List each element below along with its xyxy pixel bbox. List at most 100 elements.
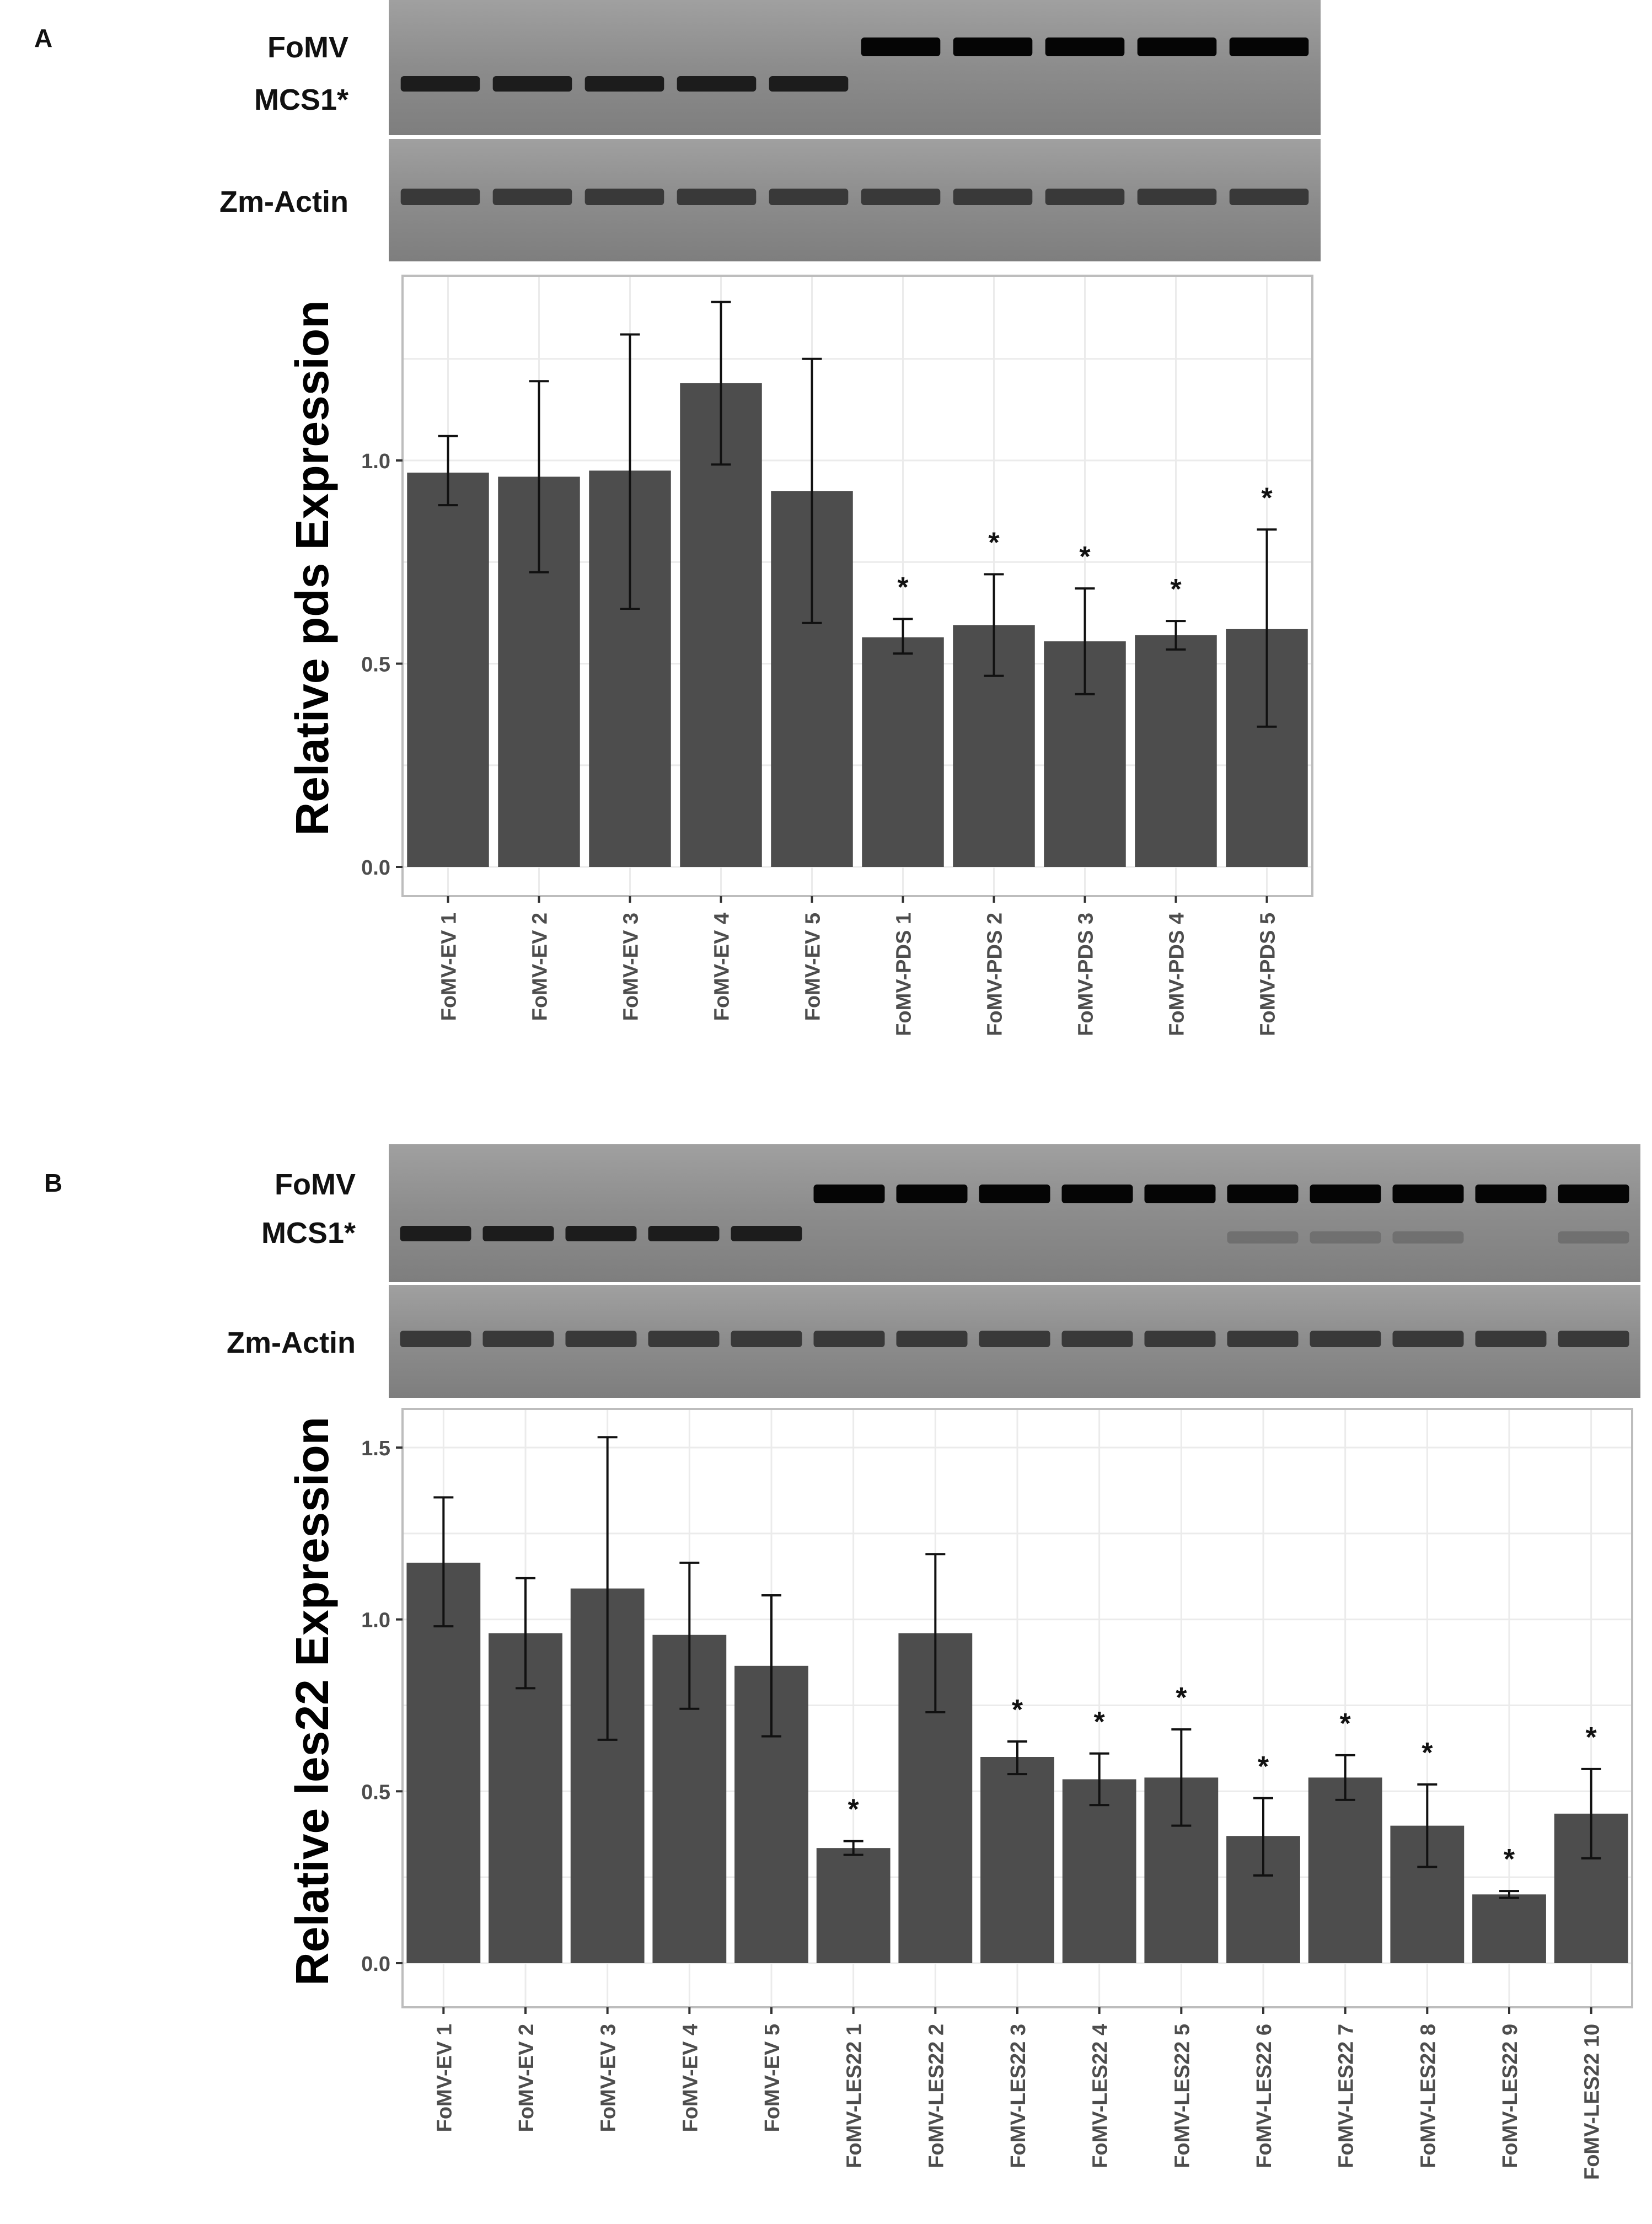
gel-label-mcs1-a: MCS1*	[254, 83, 348, 116]
gel-label-actin-b: Zm-Actin	[227, 1326, 356, 1359]
y-axis-label: Relative pds Expression	[286, 300, 338, 835]
gel-band	[677, 189, 757, 205]
x-tick-label: FoMV-LES22 2	[925, 2024, 948, 2168]
significance-marker: *	[1170, 574, 1182, 605]
panel-letter-a: A	[34, 24, 53, 52]
x-tick-label: FoMV-LES22 7	[1335, 2024, 1358, 2168]
x-tick-label: FoMV-EV 5	[761, 2024, 784, 2132]
bar	[1472, 1894, 1546, 1963]
x-tick-label: FoMV-LES22 10	[1581, 2024, 1604, 2180]
gel-band	[861, 37, 941, 56]
gel-band	[400, 189, 480, 205]
gel-band	[979, 1185, 1050, 1203]
bar	[862, 637, 944, 867]
gel-band	[813, 1185, 885, 1203]
y-tick-label: 0.0	[361, 856, 390, 880]
x-tick-label: FoMV-PDS 2	[984, 913, 1007, 1036]
gel-band	[400, 1331, 471, 1347]
bar	[980, 1757, 1054, 1963]
gel-image-fomv-a	[389, 0, 1321, 135]
gel-image-actin-a	[389, 139, 1321, 261]
significance-marker: *	[1012, 1694, 1023, 1726]
gel-band	[731, 1226, 802, 1241]
gel-band	[953, 189, 1033, 205]
gel-band	[1137, 37, 1217, 56]
bar	[407, 473, 489, 867]
significance-marker: *	[1258, 1751, 1269, 1783]
x-tick-label: FoMV-LES22 3	[1007, 2024, 1030, 2168]
gel-band	[1310, 1231, 1381, 1244]
x-tick-label: FoMV-LES22 9	[1499, 2024, 1522, 2168]
gel-band	[953, 37, 1033, 56]
chart-les22-expression: 0.0 0.5 1.0 1.5 Relative les22 Expression FoM…	[286, 1408, 1633, 2180]
significance-marker: *	[988, 527, 1000, 559]
significance-marker: *	[1079, 541, 1091, 573]
significance-marker: *	[848, 1794, 860, 1826]
gel-band	[1392, 1185, 1464, 1203]
bar	[1062, 1779, 1136, 1963]
significance-marker: *	[1176, 1682, 1187, 1714]
gel-band	[1227, 1231, 1299, 1244]
gel-band	[1144, 1331, 1216, 1347]
gel-band	[482, 1226, 554, 1241]
gel-band	[896, 1185, 968, 1203]
gel-band	[492, 189, 572, 205]
gel-label-fomv-a: FoMV	[267, 31, 348, 64]
x-tick-label: FoMV-LES22 1	[843, 2024, 866, 2168]
gel-band	[896, 1331, 968, 1347]
bar	[816, 1848, 891, 1963]
gel-band	[979, 1331, 1050, 1347]
bar	[406, 1562, 481, 1963]
gel-band	[1310, 1185, 1381, 1203]
gel-band	[1229, 37, 1309, 56]
y-tick-label: 1.0	[361, 450, 390, 473]
gel-band	[1392, 1231, 1464, 1244]
gel-band	[1310, 1331, 1381, 1347]
y-tick-label: 1.5	[361, 1437, 390, 1460]
gel-band	[1229, 189, 1309, 205]
gel-band	[400, 76, 480, 92]
x-tick-label: FoMV-PDS 5	[1257, 913, 1280, 1036]
gel-band	[492, 76, 572, 92]
gel-image-actin-b	[389, 1285, 1640, 1398]
gel-band	[1558, 1185, 1629, 1203]
significance-marker: *	[1340, 1708, 1351, 1740]
significance-marker: *	[1094, 1706, 1106, 1738]
gel-band	[584, 76, 664, 92]
gel-band	[400, 1226, 471, 1241]
gel-band	[1392, 1331, 1464, 1347]
gel-band	[1137, 189, 1217, 205]
y-tick-label: 1.0	[361, 1609, 390, 1632]
gel-image-fomv-b	[389, 1144, 1640, 1282]
gel-band	[677, 76, 757, 92]
gel-band	[648, 1226, 720, 1241]
gel-background	[389, 1144, 1640, 1282]
y-tick-label: 0.0	[361, 1953, 390, 1976]
x-tick-label: FoMV-EV 1	[438, 913, 461, 1021]
x-tick-label: FoMV-EV 2	[529, 913, 552, 1021]
gel-band	[1227, 1185, 1299, 1203]
gel-band	[769, 189, 849, 205]
significance-marker: *	[1422, 1737, 1433, 1769]
chart-pds-expression: 0.0 0.5 1.0 Relative pds Expression FoMV-EV …	[286, 275, 1313, 1036]
gel-band	[1227, 1331, 1299, 1347]
gel-band	[731, 1331, 802, 1347]
x-tick-label: FoMV-EV 4	[711, 913, 734, 1021]
significance-marker: *	[1504, 1843, 1515, 1875]
gel-band	[565, 1226, 637, 1241]
y-tick-label: 0.5	[361, 1781, 390, 1804]
x-tick-label: FoMV-EV 3	[597, 2024, 620, 2132]
significance-marker: *	[1261, 482, 1273, 514]
panel-letter-b: B	[44, 1169, 63, 1197]
y-tick-label: 0.5	[361, 653, 390, 677]
x-tick-label: FoMV-PDS 3	[1075, 913, 1098, 1036]
x-tick-label: FoMV-EV 4	[679, 2024, 702, 2132]
bar	[1308, 1777, 1382, 1963]
x-tick-label: FoMV-LES22 5	[1171, 2024, 1194, 2168]
gel-band	[1045, 189, 1125, 205]
gel-background	[389, 0, 1321, 135]
gel-label-fomv-b: FoMV	[275, 1168, 356, 1201]
x-tick-label: FoMV-EV 3	[620, 913, 643, 1021]
gel-band	[1045, 37, 1125, 56]
x-tick-label: FoMV-EV 5	[802, 913, 825, 1021]
